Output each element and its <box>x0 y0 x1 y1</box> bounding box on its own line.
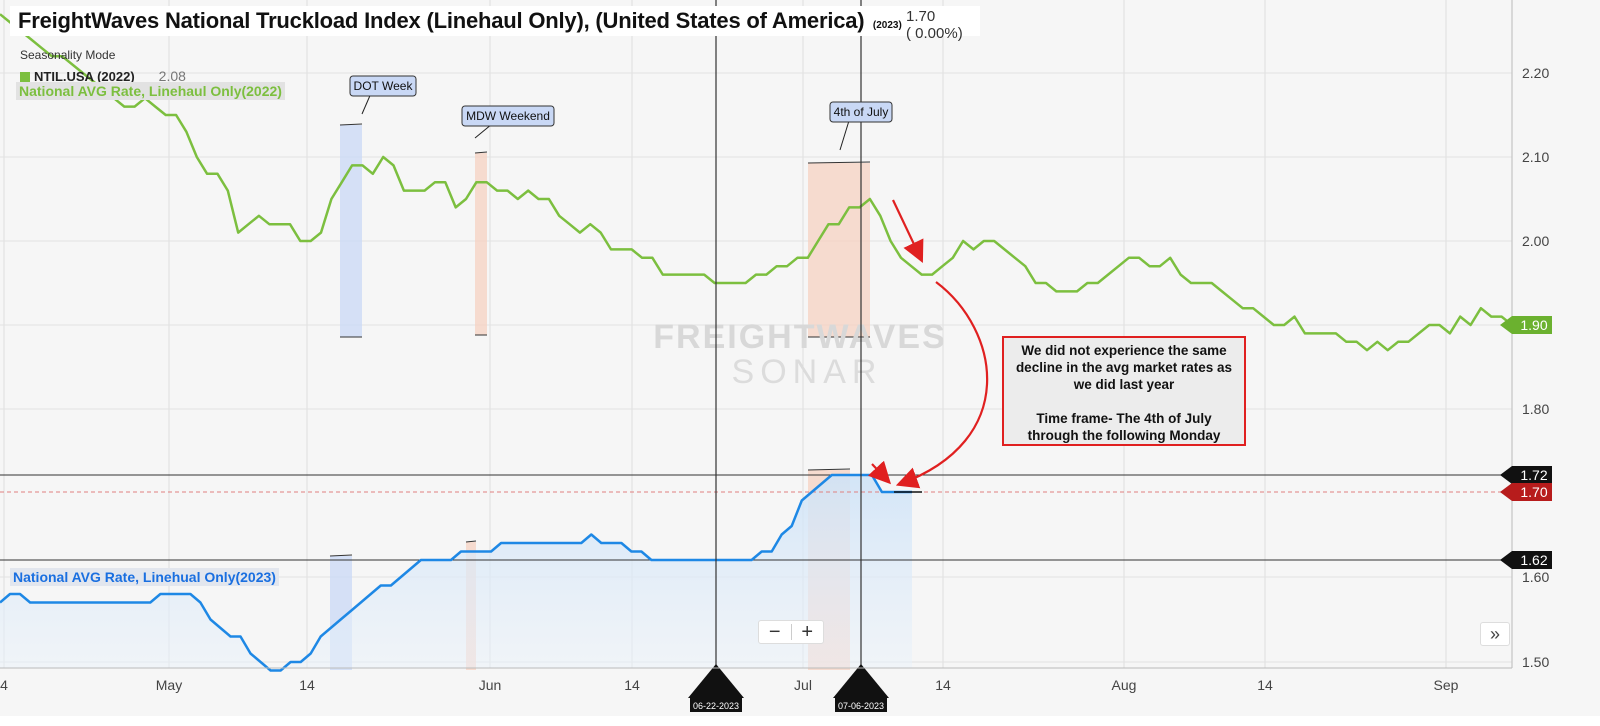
note-line: Time frame- The 4th of July <box>1036 411 1212 426</box>
callout-july-label: 4th of July <box>834 105 889 119</box>
legend-swatch <box>20 72 30 82</box>
date-markers: 06-22-2023 07-06-2023 <box>688 0 889 712</box>
bottom-bar <box>0 716 1600 726</box>
current-value: 1.70 ( 0.00%) <box>906 8 963 42</box>
series-label-2023: National AVG Rate, Linehual Only(2023) <box>10 568 279 586</box>
chart-title: FreightWaves National Truckload Index (L… <box>18 8 865 33</box>
watermark-sub: SONAR <box>732 353 883 391</box>
x-tick-label: Jun <box>479 677 502 693</box>
annotation-note: We did not experience the same decline i… <box>1002 336 1246 446</box>
watermark-brand: FREIGHTWAVES <box>653 318 947 356</box>
x-tick-label: May <box>156 677 182 693</box>
event-cap <box>339 123 363 126</box>
tag-ref-1: 1.72 <box>1520 467 1547 483</box>
callout-july-box <box>829 101 893 123</box>
reference-lines <box>0 474 1512 561</box>
tag-ref-2: 1.62 <box>1520 552 1547 568</box>
date-marker-tag <box>835 698 887 712</box>
zoom-controls: − + <box>758 620 824 644</box>
date-marker-label: 07-06-2023 <box>838 701 884 711</box>
y-tick-label: 2.10 <box>1522 149 1549 165</box>
callout-dot-week-box <box>349 75 417 97</box>
x-tick-label: Sep <box>1434 677 1459 693</box>
callout-dot-week-label: DOT Week <box>354 79 414 93</box>
callout-july-pointer <box>839 121 850 151</box>
y-tick-label: 1.60 <box>1522 569 1549 585</box>
x-tick-label: 14 <box>299 677 315 693</box>
current-value-change: ( 0.00%) <box>906 25 963 42</box>
zoom-in-button[interactable]: + <box>801 621 814 643</box>
tag-2022-current-bg <box>1500 316 1552 334</box>
series-2023-fill <box>0 475 912 671</box>
event-cap <box>807 468 851 471</box>
callout-dot-week-pointer <box>361 95 371 115</box>
x-tick-label: 14 <box>935 677 951 693</box>
zoom-out-button[interactable]: − <box>768 621 781 643</box>
event-cap <box>474 151 488 154</box>
legend-item-label: NTIL.USA (2022) <box>34 69 135 84</box>
callout-mdw-label: MDW Weekend <box>466 109 550 123</box>
date-marker-tag <box>690 698 742 712</box>
note-line: decline in the avg market rates as <box>1015 360 1233 375</box>
note-line: We did not experience the same <box>1021 343 1227 358</box>
event-cap <box>465 540 477 543</box>
tag-2023-current-bg <box>1500 483 1552 501</box>
expand-button[interactable]: » <box>1480 622 1510 646</box>
note-line: we did last year <box>1073 377 1175 392</box>
series-2023-line <box>0 473 912 672</box>
x-tick-label: 14 <box>624 677 640 693</box>
legend-item-value: 2.08 <box>158 68 186 84</box>
y-tick-label: 2.00 <box>1522 233 1549 249</box>
callout-mdw-pointer <box>474 125 490 139</box>
event-cap <box>807 161 871 164</box>
event-callouts: DOT Week MDW Weekend 4th of July <box>349 75 893 151</box>
y-tick-label: 1.80 <box>1522 401 1549 417</box>
chart-title-year: (2023) <box>872 20 902 31</box>
y-tick-label: 2.20 <box>1522 65 1549 81</box>
date-marker-label: 06-22-2023 <box>693 701 739 711</box>
legend-item-ntil[interactable]: NTIL.USA (2022) 2.08 <box>20 68 186 84</box>
y-tick-label: 1.50 <box>1522 654 1549 670</box>
seasonality-mode-label: Seasonality Mode <box>20 48 116 62</box>
chart-title-bar: FreightWaves National Truckload Index (L… <box>10 6 980 42</box>
event-july-upper <box>808 163 870 337</box>
arrow-2022-decline <box>892 199 924 263</box>
event-dot-week-upper <box>340 125 362 337</box>
series-2023-area <box>0 475 912 671</box>
event-mdw-upper <box>475 153 487 335</box>
callout-mdw-box <box>461 105 555 127</box>
event-cap <box>329 554 353 557</box>
x-tick-label: 14 <box>1257 677 1273 693</box>
annotation-arrows <box>867 199 989 489</box>
series-label-2022: National AVG Rate, Linehaul Only(2022) <box>16 82 285 100</box>
date-marker-flag <box>688 664 744 698</box>
tag-2023-current: 1.70 <box>1520 484 1547 500</box>
arrow-curve <box>895 281 989 489</box>
axes: 2.20 2.10 2.00 1.90 1.80 1.60 1.50 4 May 14 Jun 14 J… <box>0 0 1552 693</box>
arrow-2023 <box>867 460 892 485</box>
x-tick-label: Aug <box>1112 677 1137 693</box>
tag-ref-1-bg <box>1500 466 1552 484</box>
tag-2022-current: 1.90 <box>1520 317 1547 333</box>
current-value-number: 1.70 <box>906 8 936 25</box>
x-tick-label: Jul <box>794 677 812 693</box>
tag-ref-2-bg <box>1500 551 1552 569</box>
series-2022-line <box>0 13 1513 352</box>
series-lines <box>0 13 1513 672</box>
date-marker-flag <box>833 664 889 698</box>
note-line: through the following Monday <box>1027 428 1221 443</box>
x-tick-label: 4 <box>0 677 8 693</box>
